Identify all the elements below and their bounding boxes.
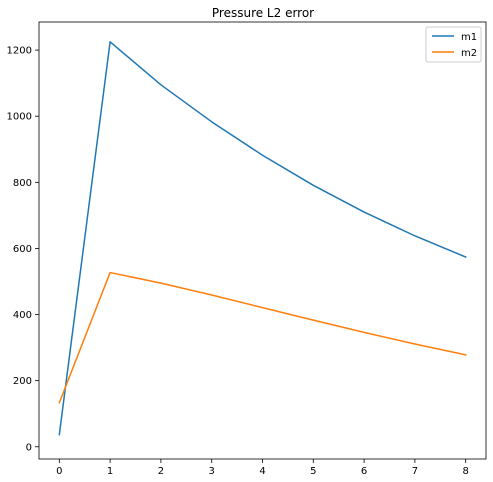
x-tick-label: 4: [259, 466, 265, 477]
series-line-m2: [58, 271, 467, 404]
x-tick-label: 2: [158, 466, 164, 477]
y-axis: 0 200 400 600 800 1000 1200: [7, 46, 39, 453]
chart-title: Pressure L2 error: [212, 6, 314, 20]
y-tick-label: 600: [13, 244, 32, 255]
x-axis: 0 1 2 3 4 5 6 7 8: [56, 459, 469, 477]
y-tick-label: 0: [26, 442, 32, 453]
series-line-m1: [58, 41, 467, 436]
series-layer: [58, 41, 467, 436]
y-tick-label: 800: [13, 178, 32, 189]
legend: m1 m2: [425, 26, 482, 63]
x-tick-label: 1: [107, 466, 113, 477]
x-tick-label: 6: [361, 466, 367, 477]
y-tick-label: 1000: [7, 112, 32, 123]
y-tick-label: 200: [13, 376, 32, 387]
plot-area: [38, 21, 487, 460]
x-tick-label: 3: [209, 466, 215, 477]
legend-label-m1: m1: [461, 32, 477, 43]
x-tick-label: 5: [310, 466, 316, 477]
x-tick-label: 0: [56, 466, 62, 477]
x-tick-label: 7: [412, 466, 418, 477]
legend-label-m2: m2: [461, 48, 477, 59]
y-tick-label: 1200: [7, 46, 32, 57]
y-tick-label: 400: [13, 310, 32, 321]
x-tick-label: 8: [462, 466, 468, 477]
